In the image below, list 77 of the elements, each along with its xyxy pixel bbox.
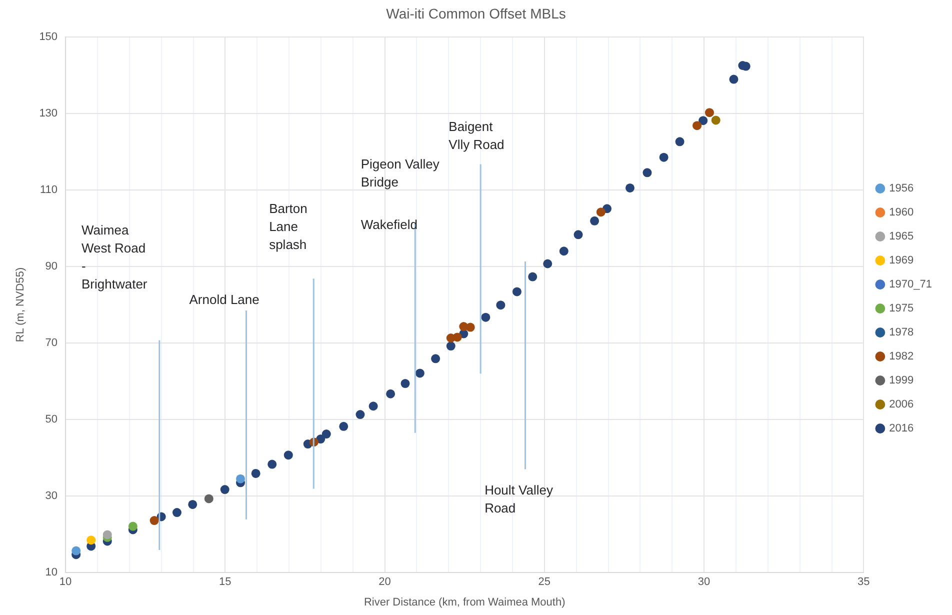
legend-label: 1999 [889,374,914,387]
annotation: Baigent Vlly Road [448,119,504,152]
point [356,410,365,420]
annotation: Waimea West Road - Brightwater [82,222,148,292]
y-tick-label: 50 [45,414,58,426]
legend-label: 1978 [889,326,914,339]
legend-label: 1982 [889,350,914,363]
point [172,508,182,518]
annotation: Wakefield [360,217,418,232]
point [446,342,456,351]
point [711,116,720,125]
annotation: Barton Lane splash [269,200,308,252]
point [675,137,684,146]
point [86,536,96,545]
point [368,402,378,411]
y-tick-label: 150 [39,30,58,43]
y-tick-label: 70 [45,337,58,350]
point [466,322,475,332]
point [496,300,506,310]
point [386,389,396,398]
point [596,208,606,217]
point [128,522,138,531]
point [625,183,634,192]
point [528,272,538,282]
point [204,494,214,504]
point [574,230,583,240]
annotation: Hoult Valley Road [484,482,554,516]
legend-label: 1970_71 [889,278,932,291]
point [698,116,708,126]
legend-label: 1969 [889,254,914,267]
point [220,485,230,494]
point [150,516,159,526]
point [400,379,410,388]
legend-label: 2006 [889,398,914,411]
y-tick-label: 130 [39,107,58,120]
point [72,546,81,556]
legend-label: 1975 [889,302,914,315]
x-tick-label: 20 [378,576,391,588]
point [322,430,331,439]
point [559,246,568,256]
point [590,216,600,226]
chart-title: Wai-iti Common Offset MBLs [386,5,566,22]
x-tick-label: 30 [698,576,710,588]
x-axis-title: River Distance (km, from Waimea Mouth) [364,596,566,608]
point [659,152,668,162]
legend-label: 1956 [889,182,914,195]
point [729,74,738,84]
point [415,368,424,378]
y-tick-label: 90 [45,260,58,272]
x-tick-label: 15 [219,576,232,588]
point [268,460,277,469]
point [692,121,702,130]
point [188,500,198,509]
point [236,474,245,484]
point [481,312,490,322]
y-tick-label: 110 [40,184,58,196]
annotation: Pigeon Valley Bridge [360,156,440,190]
point [642,168,652,178]
point [431,354,440,364]
y-tick-label: 10 [45,566,58,579]
point [452,332,462,342]
point [704,108,714,118]
annotation: Arnold Lane [189,292,260,308]
x-tick-label: 10 [59,576,72,588]
point [543,259,552,268]
x-tick-label: 25 [538,576,551,588]
point [339,422,348,431]
y-tick-label: 30 [45,490,58,502]
point [102,530,112,540]
point [512,287,522,296]
x-tick-label: 35 [858,576,870,588]
legend-label: 2016 [889,422,914,435]
y-axis-title: RL (m, NVD55) [14,267,27,342]
legend-label: 1965 [889,230,914,243]
point [284,450,293,460]
point [251,468,260,478]
legend-label: 1960 [889,206,914,219]
